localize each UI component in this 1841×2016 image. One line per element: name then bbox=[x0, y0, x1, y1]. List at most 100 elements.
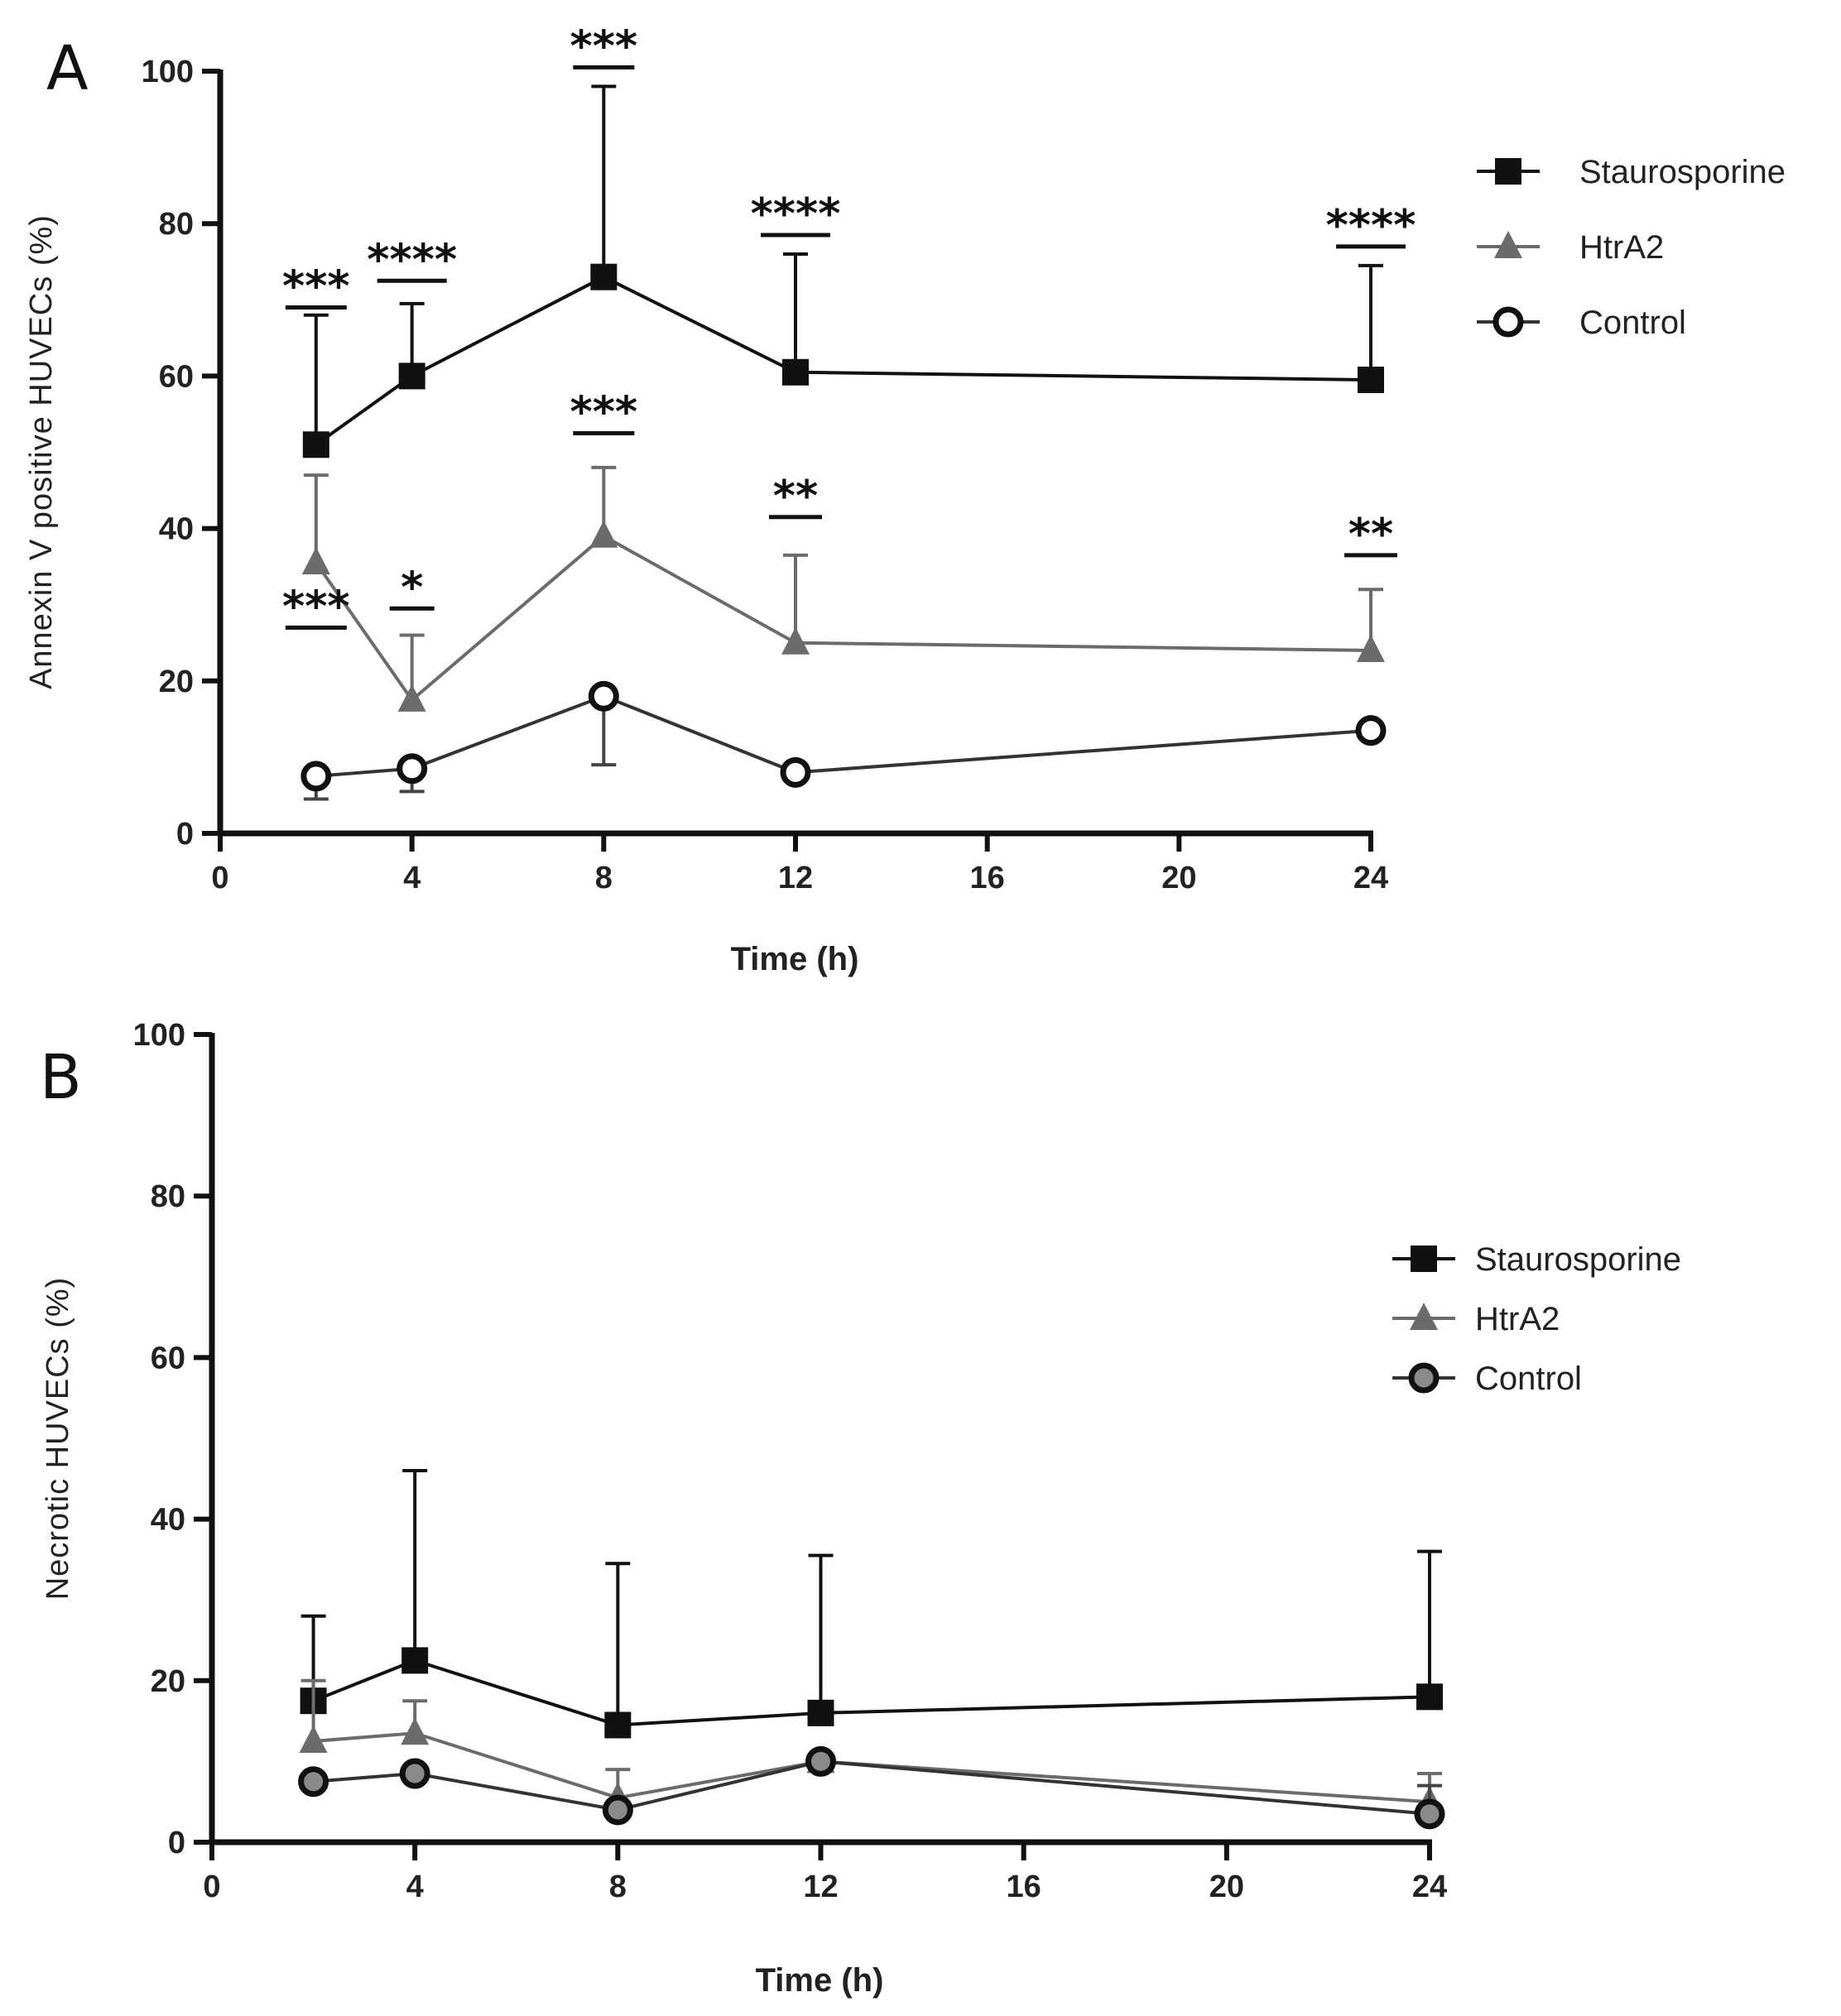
series-line bbox=[315, 534, 1372, 703]
legend-item-control: Control bbox=[1477, 305, 1686, 341]
data-point bbox=[397, 753, 428, 785]
data-point bbox=[1416, 1683, 1443, 1711]
series-line bbox=[315, 694, 1372, 778]
series-staurosporine bbox=[300, 1469, 1443, 1739]
series-line bbox=[313, 1759, 1430, 1816]
series-control bbox=[300, 680, 1387, 801]
legend-label: Control bbox=[1579, 305, 1686, 341]
significance-annotation: ** bbox=[769, 472, 822, 521]
significance-annotation: *** bbox=[282, 262, 350, 312]
x-tick-label: 20 bbox=[1209, 1870, 1244, 1904]
data-point bbox=[780, 756, 811, 788]
significance-stars: **** bbox=[1326, 201, 1416, 251]
series-htra2 bbox=[301, 465, 1385, 712]
series-line bbox=[312, 1658, 1430, 1727]
x-tick-label: 8 bbox=[595, 861, 613, 895]
x-tick-label: 0 bbox=[203, 1870, 220, 1904]
legend-item-control: Control bbox=[1392, 1361, 1582, 1397]
y-tick-label: 80 bbox=[159, 207, 194, 242]
significance-annotation: *** bbox=[570, 22, 638, 71]
significance-stars: *** bbox=[282, 582, 350, 631]
legend-item-htra2: HtrA2 bbox=[1392, 1301, 1560, 1337]
x-tick-label: 4 bbox=[403, 861, 421, 895]
significance-annotation: **** bbox=[367, 235, 457, 285]
panel-b: B 0 20 40 60 80 100 0 4 8 12 16 20 24 Time (h) Necrotic… bbox=[40, 1018, 1681, 1999]
data-point bbox=[397, 684, 426, 712]
y-tick-label: 40 bbox=[151, 1503, 185, 1538]
legend-item-staurosporine: Staurosporine bbox=[1477, 154, 1786, 190]
x-axis-title: Time (h) bbox=[731, 941, 859, 977]
significance-stars: *** bbox=[282, 262, 350, 312]
series-staurosporine bbox=[302, 84, 1384, 458]
data-point bbox=[1355, 715, 1387, 746]
legend-marker bbox=[1411, 1246, 1437, 1272]
data-point bbox=[604, 1711, 632, 1739]
data-point bbox=[301, 547, 330, 575]
y-tick-label: 0 bbox=[168, 1826, 185, 1860]
data-point bbox=[1358, 367, 1384, 394]
x-tick-label: 24 bbox=[1353, 861, 1388, 895]
y-tick-label: 100 bbox=[142, 55, 194, 89]
legend-marker bbox=[1494, 231, 1522, 258]
significance-annotation: *** bbox=[570, 387, 638, 437]
x-tick-label: 0 bbox=[211, 861, 228, 895]
series-line bbox=[315, 275, 1372, 446]
y-tick-label: 60 bbox=[159, 359, 194, 394]
series-line bbox=[313, 1731, 1430, 1804]
data-point bbox=[588, 680, 619, 712]
significance-stars: *** bbox=[570, 22, 638, 71]
data-point bbox=[398, 362, 425, 390]
x-axis-title: Time (h) bbox=[756, 1962, 884, 1999]
data-point bbox=[807, 1699, 834, 1726]
series-control bbox=[298, 1745, 1445, 1830]
data-point bbox=[1357, 634, 1385, 662]
data-point bbox=[298, 1766, 329, 1798]
x-tick-label: 8 bbox=[609, 1870, 627, 1904]
legend-label: Staurosporine bbox=[1579, 154, 1786, 190]
significance-stars: **** bbox=[751, 190, 841, 239]
y-tick-label: 40 bbox=[159, 512, 194, 547]
panel-letter: A bbox=[46, 33, 89, 104]
x-tick-label: 12 bbox=[778, 861, 813, 895]
data-point bbox=[589, 520, 618, 548]
significance-stars: ** bbox=[1348, 510, 1393, 559]
significance-annotation: **** bbox=[751, 190, 841, 239]
data-point bbox=[401, 1717, 430, 1745]
legend-label: Staurosporine bbox=[1475, 1241, 1681, 1278]
y-tick-label: 20 bbox=[159, 665, 194, 699]
significance-annotation: ** bbox=[1344, 510, 1397, 559]
x-tick-label: 20 bbox=[1161, 861, 1196, 895]
y-axis-title: Necrotic HUVECs (%) bbox=[41, 1277, 75, 1601]
significance-annotation: **** bbox=[1326, 201, 1416, 251]
y-tick-label: 100 bbox=[133, 1018, 185, 1053]
legend-label: Control bbox=[1475, 1361, 1582, 1397]
data-point bbox=[300, 761, 332, 792]
data-point bbox=[781, 626, 810, 655]
data-point bbox=[590, 263, 618, 290]
legend-label: HtrA2 bbox=[1475, 1301, 1560, 1337]
data-point bbox=[805, 1745, 836, 1777]
x-tick-label: 16 bbox=[970, 861, 1005, 895]
data-point bbox=[602, 1794, 633, 1826]
data-point bbox=[302, 431, 329, 458]
significance-stars: ** bbox=[773, 472, 818, 521]
y-axis-title: Annexin V positive HUVECs (%) bbox=[24, 214, 59, 689]
y-tick-label: 80 bbox=[151, 1179, 185, 1214]
x-tick-label: 12 bbox=[803, 1870, 838, 1904]
data-point bbox=[299, 1726, 328, 1753]
y-tick-label: 60 bbox=[151, 1341, 185, 1375]
panel-a: A 0 20 40 60 80 100 0 4 8 12 16 20 24 Time (h) Annexin … bbox=[24, 22, 1786, 977]
legend-marker bbox=[1495, 158, 1521, 185]
legend-marker bbox=[1410, 1303, 1438, 1330]
data-point bbox=[401, 1647, 429, 1674]
significance-annotation: * bbox=[389, 563, 435, 612]
legend-item-staurosporine: Staurosporine bbox=[1392, 1241, 1681, 1278]
x-tick-label: 16 bbox=[1007, 1870, 1041, 1904]
data-point bbox=[399, 1758, 430, 1789]
significance-stars: *** bbox=[570, 387, 638, 437]
legend-item-htra2: HtrA2 bbox=[1477, 229, 1664, 266]
x-tick-label: 24 bbox=[1412, 1870, 1447, 1904]
data-point bbox=[782, 358, 809, 386]
legend-marker bbox=[1408, 1362, 1440, 1394]
